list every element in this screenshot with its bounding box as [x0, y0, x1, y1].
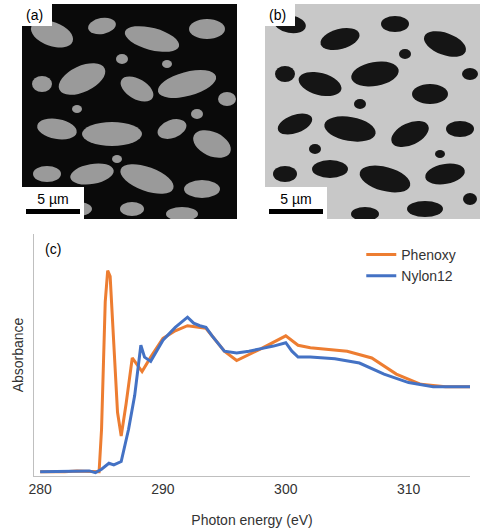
svg-text:290: 290 — [151, 481, 175, 497]
svg-text:(a): (a) — [26, 7, 43, 23]
svg-text:300: 300 — [274, 481, 298, 497]
svg-text:5 µm: 5 µm — [37, 191, 68, 207]
svg-text:Phenoxy: Phenoxy — [401, 247, 455, 263]
svg-text:5 µm: 5 µm — [280, 191, 311, 207]
svg-text:(c): (c) — [45, 241, 61, 257]
svg-text:(b): (b) — [269, 7, 286, 23]
svg-text:Nylon12: Nylon12 — [401, 268, 453, 284]
svg-text:Absorbance: Absorbance — [10, 317, 26, 392]
svg-text:Photon energy (eV): Photon energy (eV) — [191, 512, 312, 528]
svg-text:280: 280 — [28, 481, 52, 497]
svg-text:310: 310 — [397, 481, 421, 497]
